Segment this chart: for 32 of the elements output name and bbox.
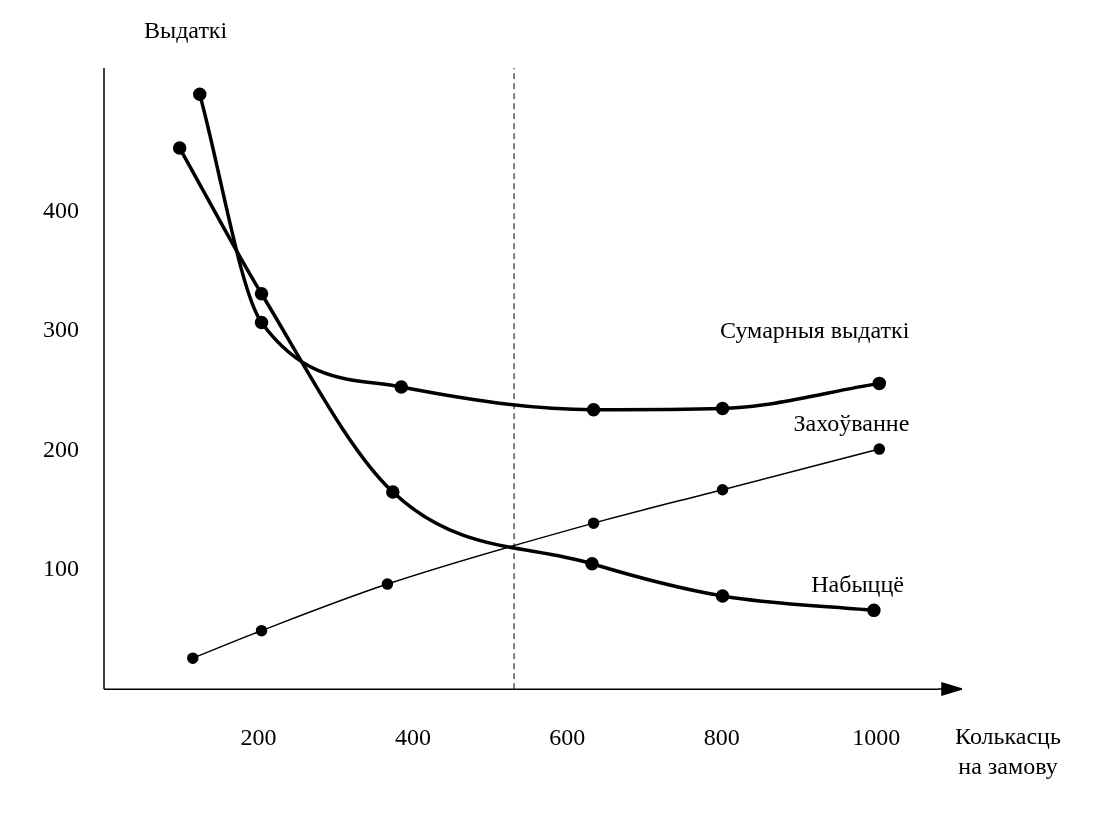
y-tick-label: 200 (43, 435, 79, 462)
y-tick-label: 300 (43, 316, 79, 343)
point (715, 401, 730, 416)
point (172, 141, 187, 155)
point (715, 589, 730, 603)
point (386, 485, 400, 499)
x-tick-label: 200 (240, 723, 277, 750)
y-tick-label: 400 (43, 196, 79, 223)
point (585, 557, 599, 571)
series-label: Захоўванне (793, 410, 910, 437)
point (254, 287, 269, 301)
point (255, 624, 268, 637)
x-tick-label: 400 (394, 723, 431, 750)
x-axis-title: Колькасць на замову (955, 723, 1061, 780)
point (193, 87, 207, 102)
series-label: Набыццё (811, 571, 904, 598)
y-axis-title: Выдаткі (144, 17, 228, 43)
series-label: Сумарныя выдаткі (720, 317, 910, 344)
point (873, 443, 886, 455)
point (394, 380, 409, 394)
point (867, 603, 881, 618)
x-tick-label: 600 (549, 723, 586, 750)
x-tick-label: 800 (703, 723, 740, 750)
point (254, 315, 269, 330)
point (187, 652, 199, 664)
point (872, 376, 887, 391)
y-tick-label: 100 (43, 555, 79, 582)
point (381, 578, 394, 590)
point (716, 483, 729, 496)
point (587, 517, 600, 529)
point (586, 402, 601, 417)
x-tick-label: 1000 (852, 723, 901, 750)
